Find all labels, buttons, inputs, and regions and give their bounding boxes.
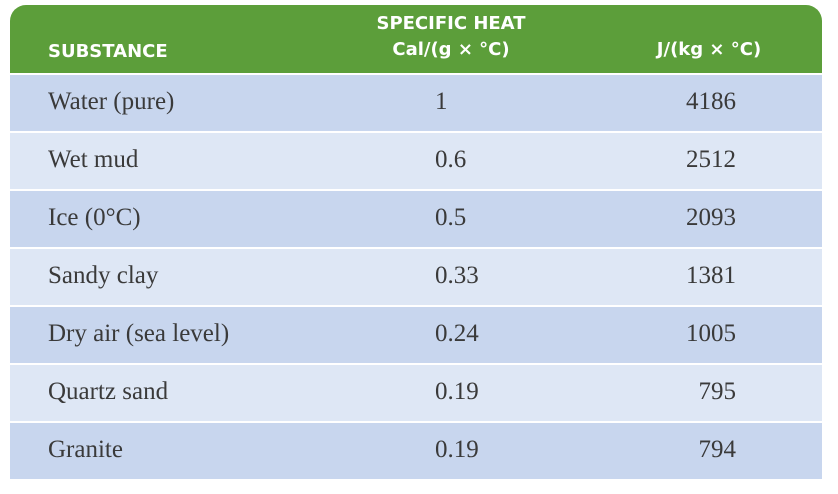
j-value-cell: 1005 [686, 320, 736, 347]
substance-cell: Dry air (sea level) [48, 320, 230, 347]
table-header: SUBSTANCE SPECIFIC HEAT Cal/(g × °C) J/(… [10, 5, 822, 73]
table-row: Ice (0°C) 0.5 2093 [10, 189, 822, 247]
substance-cell: Water (pure) [48, 88, 175, 115]
table-row: Granite 0.19 794 [10, 421, 822, 479]
j-value-cell: 2093 [686, 204, 736, 231]
substance-cell: Ice (0°C) [48, 204, 141, 231]
cal-value-cell: 0.19 [435, 378, 479, 405]
j-value-cell: 4186 [686, 88, 736, 115]
table-row: Sandy clay 0.33 1381 [10, 247, 822, 305]
header-substance: SUBSTANCE [48, 41, 168, 62]
j-value-cell: 794 [698, 436, 737, 463]
specific-heat-table: SUBSTANCE SPECIFIC HEAT Cal/(g × °C) J/(… [10, 5, 822, 479]
cal-value-cell: 0.24 [435, 320, 479, 347]
substance-cell: Granite [48, 436, 123, 463]
cal-value-cell: 1 [435, 88, 448, 115]
cal-value-cell: 0.5 [435, 204, 467, 231]
table-row: Wet mud 0.6 2512 [10, 131, 822, 189]
header-j-unit: J/(kg × °C) [656, 39, 762, 60]
cal-value-cell: 0.33 [435, 262, 479, 289]
cal-value-cell: 0.6 [435, 146, 467, 173]
table-row: Water (pure) 1 4186 [10, 73, 822, 131]
j-value-cell: 795 [698, 378, 737, 405]
j-value-cell: 2512 [686, 146, 736, 173]
substance-cell: Quartz sand [48, 378, 169, 405]
cal-value-cell: 0.19 [435, 436, 479, 463]
table-row: Quartz sand 0.19 795 [10, 363, 822, 421]
table-row: Dry air (sea level) 0.24 1005 [10, 305, 822, 363]
header-specific-heat: SPECIFIC HEAT [376, 13, 526, 34]
substance-cell: Wet mud [48, 146, 139, 173]
j-value-cell: 1381 [686, 262, 736, 289]
header-cal-unit: Cal/(g × °C) [392, 39, 510, 60]
substance-cell: Sandy clay [48, 262, 159, 289]
